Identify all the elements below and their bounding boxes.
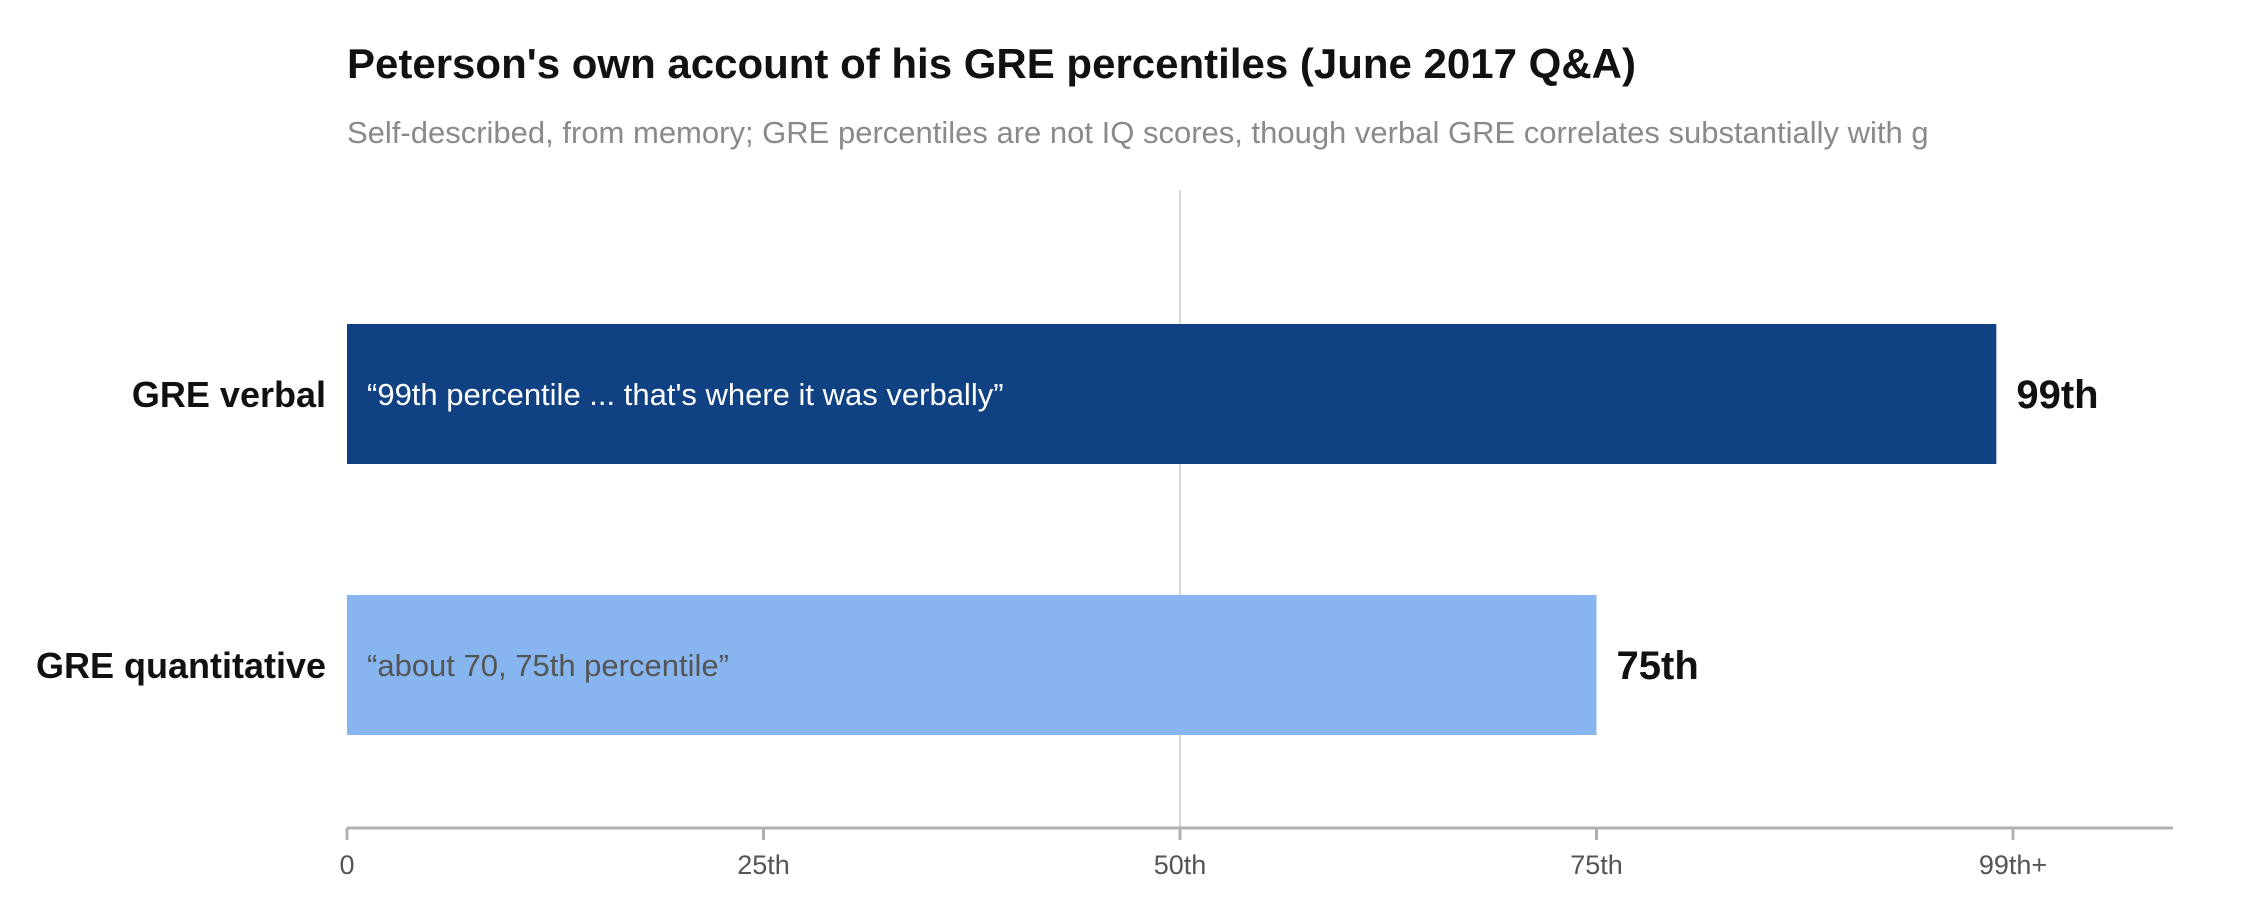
bar-quote-label: “about 70, 75th percentile” [367, 648, 729, 683]
bar-value-label: 75th [1617, 644, 1699, 688]
x-tick-label: 0 [339, 850, 354, 880]
x-tick-label: 75th [1570, 850, 1623, 880]
bars-group: GRE verbal “99th percentile ... that's wh… [36, 324, 2099, 735]
x-tick-label: 50th [1154, 850, 1207, 880]
x-axis: 0 25th 50th 75th 99th+ [339, 826, 2173, 880]
x-tick-label: 99th+ [1979, 850, 2047, 880]
category-label: GRE quantitative [36, 645, 326, 686]
bar-value-label: 99th [2016, 373, 2098, 417]
category-label: GRE verbal [132, 374, 326, 415]
chart-subtitle: Self-described, from memory; GRE percent… [347, 115, 1929, 150]
bar-quote-label: “99th percentile ... that's where it was… [367, 377, 1004, 412]
x-tick-label: 25th [737, 850, 790, 880]
chart-title: Peterson's own account of his GRE percen… [347, 40, 1636, 87]
bar-gre-verbal [347, 324, 1997, 464]
bar-gre-quantitative [347, 595, 1597, 735]
